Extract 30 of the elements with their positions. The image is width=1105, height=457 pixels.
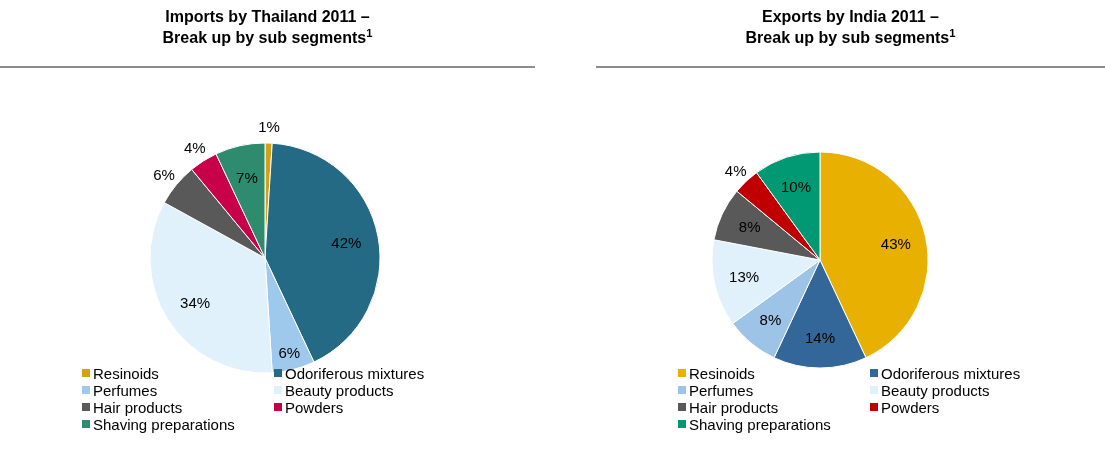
data-label: 42% — [331, 233, 362, 251]
legend-label: Resinoids — [689, 364, 755, 382]
legend-label: Hair products — [689, 398, 779, 416]
legend-label: Resinoids — [93, 364, 159, 382]
data-label: 34% — [180, 293, 211, 311]
legend-label: Odoriferous mixtures — [285, 364, 425, 382]
data-label: 13% — [729, 268, 760, 286]
legend-label: Hair products — [93, 398, 183, 416]
chart-title: Exports by India 2011 – Break up by sub segments$^{1}$ — [745, 8, 956, 46]
data-label: 14% — [804, 329, 836, 347]
data-label: 43% — [880, 234, 911, 252]
legend-label: Shaving preparations — [93, 415, 235, 433]
data-label: 8% — [759, 311, 782, 329]
legend-label: Beauty products — [285, 381, 394, 399]
legend-label: Perfumes — [689, 381, 754, 399]
legend-label: Perfumes — [93, 381, 158, 399]
legend-label: Beauty products — [881, 381, 990, 399]
chart-title: Imports by Thailand 2011 – Break up by sub segments$^{1}$ — [162, 8, 373, 46]
data-label: 4% — [183, 138, 206, 156]
legend-label: Powders — [881, 398, 940, 416]
data-label: 6% — [278, 344, 301, 362]
data-label: 10% — [780, 177, 811, 195]
data-label: 6% — [153, 165, 175, 183]
data-label: 1% — [258, 118, 280, 136]
data-label: 7% — [236, 168, 258, 186]
legend-label: Odoriferous mixtures — [881, 364, 1021, 382]
data-label: 4% — [724, 161, 747, 179]
data-label: 8% — [738, 218, 761, 236]
legend-label: Powders — [285, 398, 344, 416]
legend-label: Shaving preparations — [689, 415, 831, 433]
